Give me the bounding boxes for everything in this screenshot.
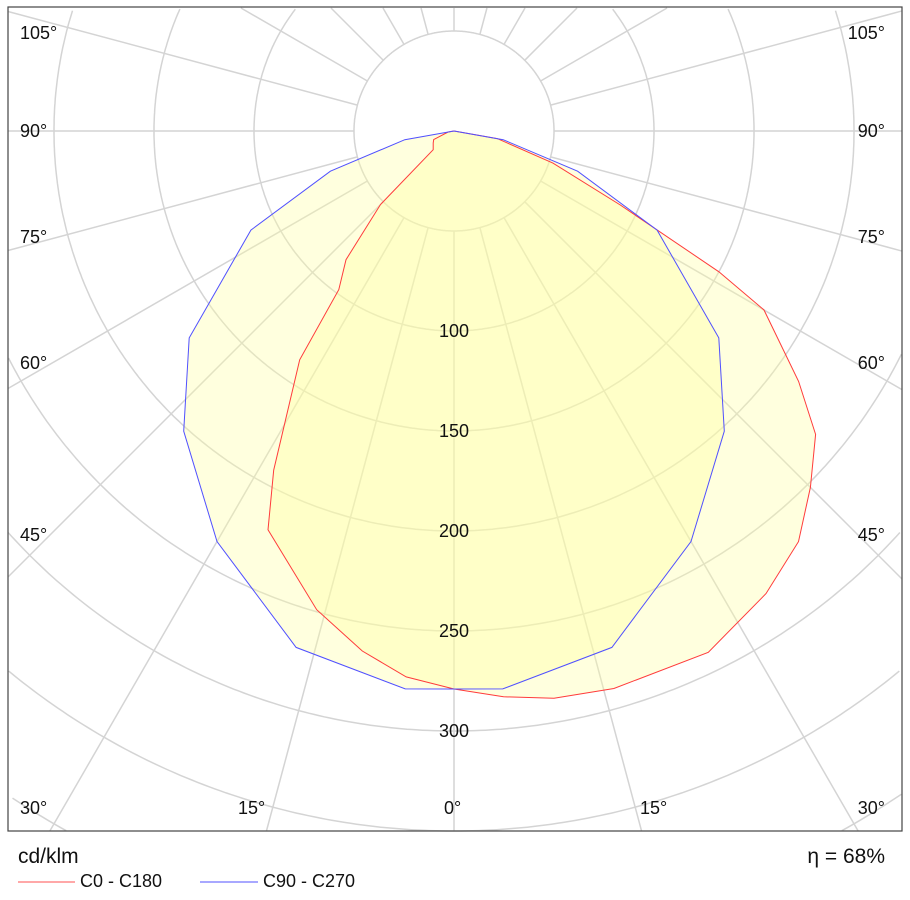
curve-line-c0-c180 — [267, 130, 817, 699]
grid-radial-line — [7, 156, 358, 252]
efficiency-label: η = 68% — [807, 845, 885, 868]
grid-radial-line — [49, 217, 405, 832]
grid-radial-line — [503, 217, 859, 832]
grid-radial-line — [330, 7, 384, 61]
curves — [183, 130, 817, 699]
grid-radial-line — [524, 7, 578, 61]
angle-label: 105° — [847, 23, 885, 43]
grid-radial-line — [524, 201, 903, 580]
angle-label: 45° — [857, 525, 885, 545]
angle-label: 15° — [238, 798, 266, 818]
angle-label: 30° — [20, 798, 48, 818]
radial-tick-label: 100 — [438, 321, 470, 341]
grid-circle — [7, 353, 903, 632]
angle-label: 75° — [857, 227, 885, 247]
plot-frame — [7, 6, 903, 832]
grid-radial-line — [550, 156, 903, 252]
radial-tick-label: 250 — [438, 621, 470, 641]
curve-fill-c0-c180 — [268, 131, 816, 699]
grid-circle — [153, 8, 755, 432]
grid-circle — [7, 531, 901, 732]
legend-label-c90: C90 - C270 — [263, 871, 356, 891]
grid-radial-line — [382, 7, 405, 45]
curve-line-c90-c270 — [183, 130, 725, 690]
unit-label: cd/klm — [18, 845, 79, 868]
polar-grid — [7, 7, 903, 832]
angle-label: 30° — [857, 798, 885, 818]
grid-circle — [12, 793, 902, 832]
grid-radial-line — [420, 7, 429, 35]
angle-label: 105° — [20, 23, 58, 43]
angle-label: 75° — [20, 227, 48, 247]
grid-radial-line — [479, 7, 488, 35]
grid-radial-line — [7, 10, 358, 106]
grid-radial-line — [265, 227, 429, 832]
angle-label: 60° — [20, 353, 48, 373]
angle-label: 45° — [20, 525, 48, 545]
angle-label: 90° — [857, 121, 885, 141]
grid-circle — [253, 8, 655, 332]
radial-tick-label: 150 — [438, 421, 470, 441]
radial-tick-label: 200 — [438, 521, 470, 541]
grid-radial-line — [7, 201, 384, 578]
legend-label-c0: C0 - C180 — [80, 871, 163, 891]
radial-tick-label: 300 — [438, 721, 470, 741]
angle-label: 60° — [857, 353, 885, 373]
grid-radial-line — [7, 180, 368, 390]
curve-fill-c90-c270 — [183, 131, 725, 689]
grid-radial-line — [550, 10, 903, 106]
angle-label: 15° — [640, 798, 668, 818]
grid-radial-line — [240, 7, 368, 82]
grid-circle — [53, 10, 855, 532]
angle-label: 90° — [20, 121, 48, 141]
angle-label: 0° — [444, 798, 462, 818]
grid-radial-line — [540, 180, 903, 391]
grid-radial-line — [479, 227, 643, 832]
grid-circle — [8, 670, 900, 832]
grid-radial-line — [540, 7, 668, 82]
grid-radial-line — [503, 7, 526, 45]
